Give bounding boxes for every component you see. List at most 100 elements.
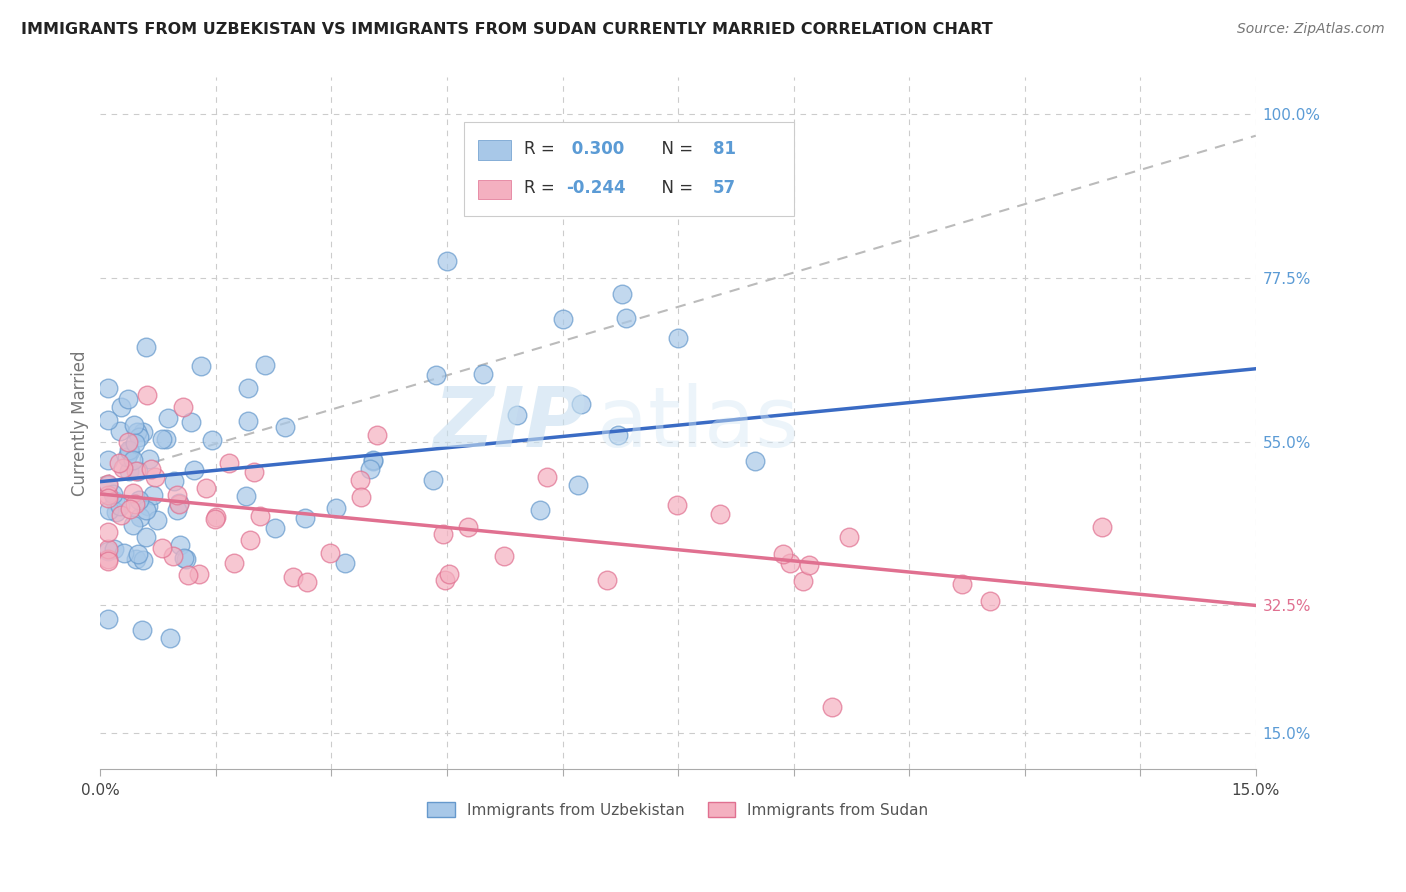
Point (142, 488, 165, 502)
Point (204, 512, 226, 526)
Point (665, 498, 688, 512)
Point (772, 547, 794, 561)
Point (235, 489, 257, 503)
Point (281, 569, 304, 583)
Point (129, 510, 152, 524)
FancyBboxPatch shape (464, 122, 793, 216)
Point (117, 434, 139, 449)
Point (238, 414, 260, 428)
Point (112, 461, 135, 475)
Point (125, 552, 148, 566)
Point (363, 454, 385, 468)
Point (150, 432, 173, 446)
Point (243, 465, 266, 479)
Point (105, 505, 128, 519)
Point (612, 286, 634, 301)
Point (125, 464, 148, 478)
Point (128, 492, 150, 507)
Text: 0.300: 0.300 (567, 140, 624, 158)
Point (666, 331, 689, 345)
Point (173, 551, 195, 566)
Point (177, 568, 200, 582)
Point (131, 623, 153, 637)
Point (166, 488, 188, 502)
Point (132, 425, 155, 439)
Point (166, 502, 188, 516)
Point (180, 415, 202, 429)
Point (139, 462, 162, 476)
Point (792, 574, 814, 588)
Point (150, 541, 173, 555)
Point (709, 507, 731, 521)
FancyBboxPatch shape (478, 140, 510, 160)
Point (97, 542, 120, 557)
Point (295, 574, 318, 589)
Point (254, 358, 277, 372)
Point (118, 444, 141, 458)
Point (135, 340, 157, 354)
Point (146, 513, 169, 527)
Point (103, 541, 125, 556)
Point (98, 503, 121, 517)
Point (117, 392, 139, 406)
Point (457, 520, 479, 534)
Point (101, 487, 124, 501)
Point (128, 429, 150, 443)
Point (195, 481, 218, 495)
Point (607, 427, 630, 442)
FancyBboxPatch shape (478, 180, 510, 199)
Point (97, 453, 120, 467)
Point (950, 577, 973, 591)
Text: 81: 81 (713, 140, 735, 158)
Point (110, 499, 132, 513)
Point (319, 546, 342, 560)
Point (104, 494, 127, 508)
Point (174, 552, 197, 566)
Point (122, 518, 145, 533)
Point (551, 311, 574, 326)
Y-axis label: Currently Married: Currently Married (72, 351, 89, 496)
Text: Source: ZipAtlas.com: Source: ZipAtlas.com (1237, 22, 1385, 37)
Point (506, 408, 529, 422)
Point (135, 503, 157, 517)
Point (205, 510, 228, 524)
Point (163, 475, 186, 489)
Point (110, 401, 132, 415)
Point (127, 547, 149, 561)
Point (112, 546, 135, 560)
Point (169, 538, 191, 552)
Point (536, 470, 558, 484)
Point (224, 556, 246, 570)
Point (122, 417, 145, 432)
Point (821, 700, 844, 714)
Point (436, 253, 458, 268)
Text: 57: 57 (713, 179, 735, 197)
Point (167, 496, 190, 510)
Point (108, 425, 131, 439)
Point (779, 556, 801, 570)
Point (494, 549, 516, 563)
Point (97, 413, 120, 427)
Point (97, 491, 120, 506)
Point (157, 411, 180, 425)
Point (425, 368, 447, 382)
Text: N =: N = (651, 179, 699, 197)
Text: N =: N = (651, 140, 699, 158)
Point (97, 612, 120, 626)
Point (97, 554, 120, 568)
Point (218, 456, 240, 470)
Point (471, 367, 494, 381)
Point (349, 473, 371, 487)
Point (979, 594, 1001, 608)
Point (169, 497, 191, 511)
Point (97, 381, 120, 395)
Point (569, 397, 592, 411)
Point (567, 478, 589, 492)
Point (183, 463, 205, 477)
Point (325, 500, 347, 515)
Text: -0.244: -0.244 (567, 179, 626, 197)
Point (432, 527, 454, 541)
Point (188, 566, 211, 581)
Point (439, 567, 461, 582)
Point (614, 311, 637, 326)
